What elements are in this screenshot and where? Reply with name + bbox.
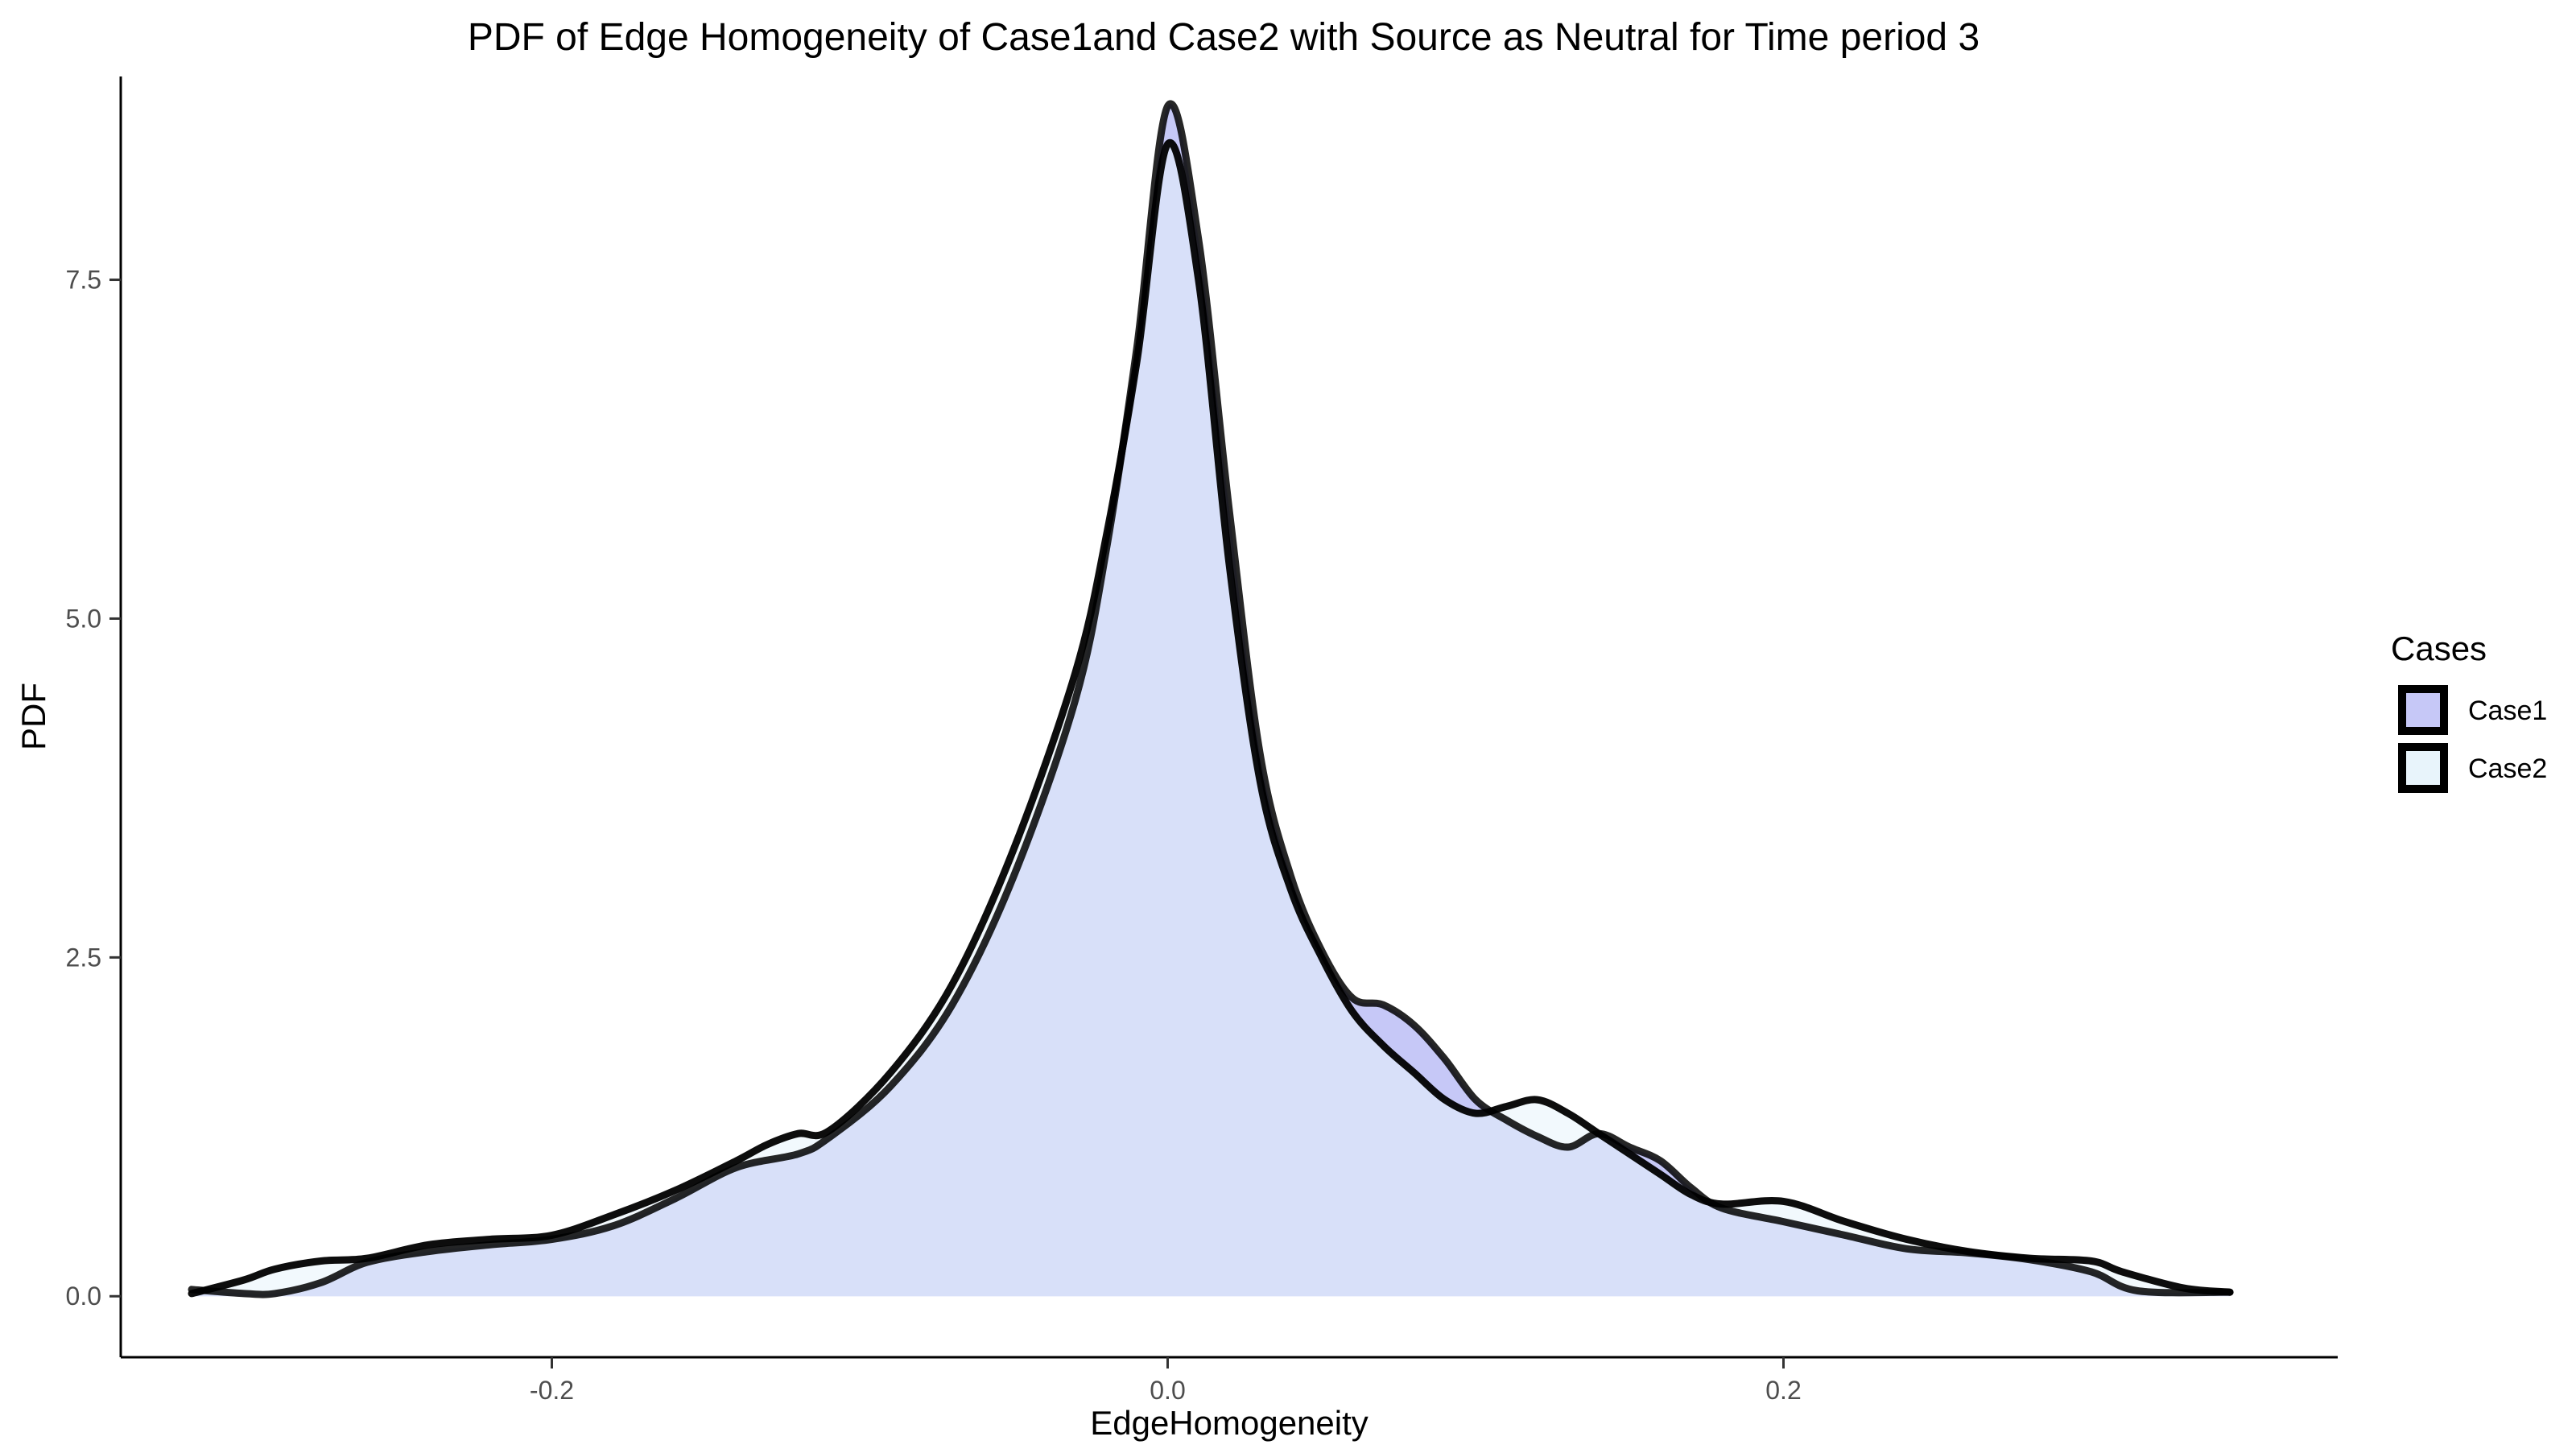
legend-label-case2: Case2	[2468, 753, 2547, 784]
x-axis-title: EdgeHomogeneity	[1090, 1404, 1368, 1442]
y-tick-label: 5.0	[66, 604, 101, 633]
legend-items: Case1 Case2	[2398, 685, 2547, 793]
x-tick-label: 0.2	[1765, 1376, 1801, 1405]
legend-title: Cases	[2391, 630, 2487, 667]
legend: Cases Case1 Case2	[2391, 630, 2547, 793]
y-tick-label: 0.0	[66, 1282, 101, 1311]
y-tick-label: 2.5	[66, 943, 101, 972]
y-tick-label: 7.5	[66, 266, 101, 295]
y-ticks: 0.0 2.5 5.0 7.5	[66, 266, 121, 1311]
x-tick-label: -0.2	[530, 1376, 574, 1405]
density-area-case2	[192, 142, 2231, 1297]
chart-title: PDF of Edge Homogeneity of Case1and Case…	[468, 16, 1979, 59]
legend-key-case2	[2398, 743, 2448, 793]
y-axis-title: PDF	[14, 683, 52, 750]
legend-key-case1	[2398, 685, 2448, 735]
legend-label-case1: Case1	[2468, 696, 2547, 726]
x-ticks: -0.2 0.0 0.2	[530, 1357, 1802, 1405]
x-tick-label: 0.0	[1150, 1376, 1185, 1405]
series-layer	[188, 100, 2234, 1298]
density-line-case2	[188, 138, 2234, 1298]
